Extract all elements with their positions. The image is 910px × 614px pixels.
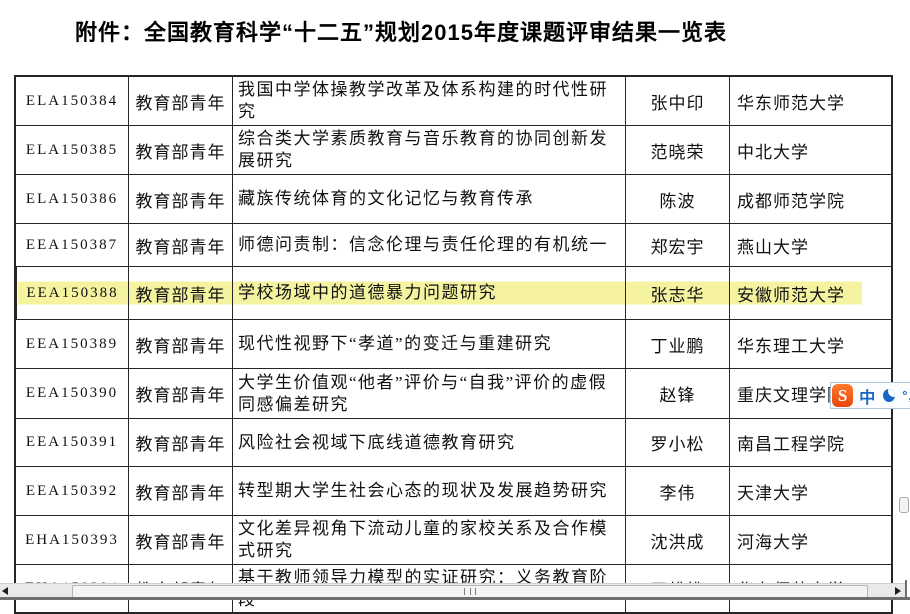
results-table: ELA150384 教育部青年 我国中学体操教学改革及体系构建的时代性研究 张中印 华东… [14,75,893,614]
cell-project-title: 藏族传统体育的文化记忆与教育传承 [232,175,625,223]
cell-project-title: 我国中学体操教学改革及体系构建的时代性研究 [232,77,625,125]
cell-institution: 燕山大学 [729,224,891,266]
v-scrollbar-thumb[interactable] [899,497,909,513]
table-row: EEA150390 教育部青年 大学生价值观“他者”评价与“自我”评价的虚假同感偏差… [16,368,891,418]
cell-institution: 南昌工程学院 [729,419,891,466]
table-row: EHA150393 教育部青年 文化差异视角下流动儿童的家校关系及合作模式研究 沈洪成… [16,515,891,564]
cell-project-title: 大学生价值观“他者”评价与“自我”评价的虚假同感偏差研究 [232,369,625,418]
ime-language-button[interactable]: 中 [859,389,876,407]
table-row: EEA150391 教育部青年 风险社会视域下底线道德教育研究 罗小松 南昌工程学院 [16,418,891,466]
table-row: ELA150385 教育部青年 综合类大学素质教育与音乐教育的协同创新发展研究 范晓荣… [16,125,891,174]
ime-punctuation-button[interactable]: °, [902,388,910,403]
cell-category: 教育部青年 [128,320,232,368]
cell-project-title: 现代性视野下“孝道”的变迁与重建研究 [232,320,625,368]
cell-leader: 郑宏宇 [625,224,729,266]
table-row: EEA150387 教育部青年 师德问责制：信念伦理与责任伦理的有机统一 郑宏宇 燕山大… [16,223,891,266]
cell-institution: 安徽师范大学 [729,267,891,319]
cell-category: 教育部青年 [128,126,232,174]
cell-project-title: 文化差异视角下流动儿童的家校关系及合作模式研究 [232,516,625,564]
cell-leader: 沈洪成 [625,516,729,564]
table-row: EEA150389 教育部青年 现代性视野下“孝道”的变迁与重建研究 丁业鹏 华东理工大… [16,319,891,368]
h-scrollbar[interactable] [0,583,905,598]
cell-leader: 李伟 [625,467,729,515]
page-title: 附件：全国教育科学“十二五”规划2015年度课题评审结果一览表 [75,20,727,45]
cell-project-id: ELA150385 [25,141,119,158]
moon-icon[interactable] [883,389,896,402]
table-row: ELA150386 教育部青年 藏族传统体育的文化记忆与教育传承 陈波 成都师范学院 [16,174,891,223]
cell-institution: 河海大学 [729,516,891,564]
cell-project-id: ELA150386 [25,190,119,207]
cell-category: 教育部青年 [128,175,232,223]
cell-project-id: EEA150391 [25,434,119,450]
thumb-grip-icon [464,588,476,595]
window-corner-edge [905,580,907,600]
sogou-logo-icon[interactable]: S [832,384,854,407]
highlight-band [18,281,862,305]
cell-institution: 天津大学 [729,467,891,515]
cell-leader: 赵锋 [625,369,729,418]
cell-project-id: EEA150392 [25,482,119,499]
cell-leader: 罗小松 [625,419,729,466]
cell-category: 教育部青年 [128,516,232,564]
table-row: ELA150384 教育部青年 我国中学体操教学改革及体系构建的时代性研究 张中印 华东… [16,77,891,125]
cell-category: 教育部青年 [128,419,232,466]
cell-project-id: EHA150393 [25,531,119,548]
cell-project-title: 转型期大学生社会心态的现状及发展趋势研究 [232,467,625,515]
cell-leader: 丁业鹏 [625,320,729,368]
cell-leader: 张中印 [625,77,729,125]
cell-project-title: 综合类大学素质教育与音乐教育的协同创新发展研究 [232,126,625,174]
cell-category: 教育部青年 [128,224,232,266]
table-row: EEA150392 教育部青年 转型期大学生社会心态的现状及发展趋势研究 李伟 天津大学 [16,466,891,515]
cell-institution: 华东师范大学 [729,77,891,125]
cell-project-id: EEA150388 [16,267,128,319]
cell-institution: 重庆文理学院 [729,369,891,418]
cell-project-title: 师德问责制：信念伦理与责任伦理的有机统一 [232,224,625,266]
cell-project-id: ELA150384 [25,92,119,109]
cell-leader: 范晓荣 [625,126,729,174]
cell-category: 教育部青年 [128,267,232,319]
cell-category: 教育部青年 [128,369,232,418]
ime-toolbar[interactable]: S 中 °, [830,382,910,409]
cell-project-title: 学校场域中的道德暴力问题研究 [232,267,625,319]
cell-institution: 华东理工大学 [729,320,891,368]
cell-category: 教育部青年 [128,77,232,125]
cell-project-id: EEA150390 [25,385,119,401]
scroll-right-arrow-icon[interactable] [895,587,901,595]
cell-project-id: EEA150387 [25,236,119,253]
cell-category: 教育部青年 [128,467,232,515]
cell-project-id: EEA150389 [25,335,119,352]
cell-leader: 张志华 [625,267,729,319]
cell-institution: 成都师范学院 [729,175,891,223]
window-bottom-edge [0,597,910,600]
table-row: EEA150388 教育部青年 学校场域中的道德暴力问题研究 张志华 安徽师范大学 [16,266,891,319]
cell-institution: 中北大学 [729,126,891,174]
cell-project-title: 风险社会视域下底线道德教育研究 [232,419,625,466]
scroll-left-arrow-icon[interactable] [2,587,8,595]
cell-leader: 陈波 [625,175,729,223]
